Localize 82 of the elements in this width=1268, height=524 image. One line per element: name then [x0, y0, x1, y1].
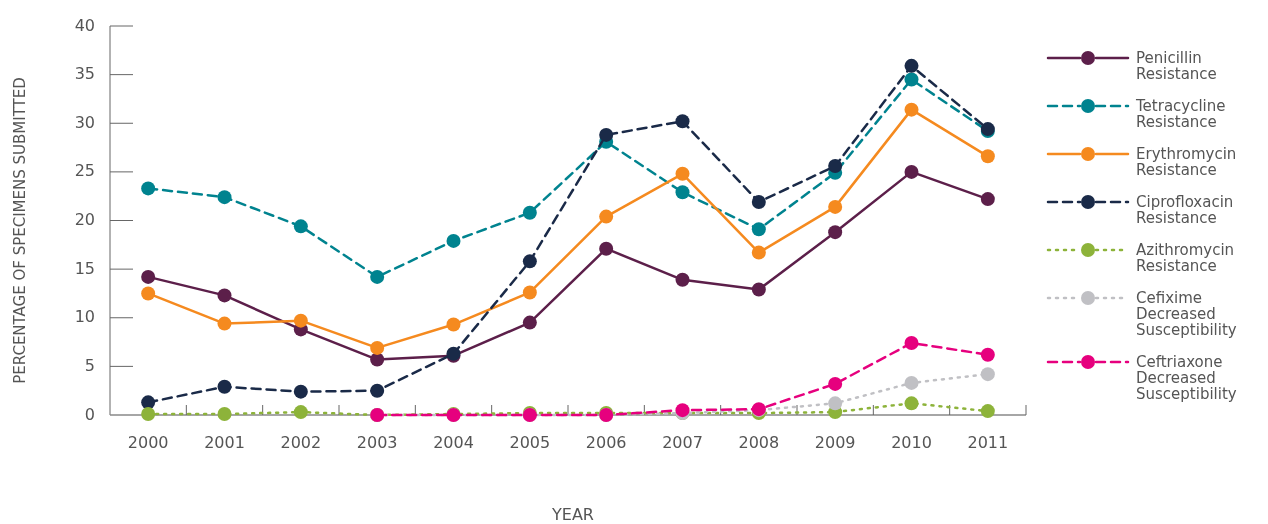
- x-tick-label: 2001: [204, 433, 245, 452]
- point: [904, 102, 919, 117]
- legend-label: Tetracycline Resistance: [1135, 97, 1226, 131]
- x-tick-label: 2010: [891, 433, 932, 452]
- y-tick-label: 30: [74, 112, 95, 132]
- y-tick-label: 35: [74, 64, 95, 84]
- point: [141, 269, 156, 284]
- point: [599, 209, 614, 224]
- point: [675, 114, 690, 129]
- point: [599, 241, 614, 256]
- point: [751, 245, 766, 260]
- point: [293, 384, 308, 399]
- point: [370, 383, 385, 398]
- x-tick-label: 2000: [127, 433, 169, 452]
- point: [217, 379, 232, 394]
- x-tick-label: 2003: [356, 433, 398, 452]
- point: [675, 272, 690, 287]
- point: [293, 219, 308, 234]
- y-tick-label: 0: [84, 404, 95, 424]
- point: [217, 316, 232, 331]
- point: [599, 127, 614, 142]
- point: [522, 205, 537, 220]
- y-tick-label: 40: [74, 15, 95, 35]
- point: [828, 376, 843, 391]
- x-tick-label: 2005: [509, 433, 551, 452]
- x-tick-label: 2004: [433, 433, 474, 452]
- x-tick-label: 2007: [662, 433, 703, 452]
- y-tick-label: 20: [74, 210, 95, 229]
- point: [828, 396, 843, 411]
- x-tick-label: 2002: [280, 433, 322, 452]
- point: [751, 282, 766, 297]
- point: [828, 159, 843, 174]
- point: [751, 222, 766, 237]
- point: [980, 367, 995, 382]
- point: [522, 254, 537, 269]
- point: [828, 225, 843, 240]
- legend-label: Penicillin Resistance: [1136, 49, 1217, 83]
- point: [828, 199, 843, 214]
- point: [217, 190, 232, 205]
- point: [217, 407, 232, 422]
- point: [675, 185, 690, 200]
- x-axis-title: YEAR: [551, 505, 594, 524]
- point: [370, 352, 385, 367]
- point: [980, 404, 995, 419]
- point: [904, 164, 919, 179]
- point: [370, 269, 385, 284]
- y-axis-title: PERCENTAGE OF SPECIMENS SUBMITTED: [11, 77, 29, 384]
- point: [904, 375, 919, 390]
- legend-label: Ceftriaxone Decreased Susceptibility: [1136, 353, 1237, 403]
- x-tick-label: 2011: [967, 433, 1009, 452]
- y-tick-label: 5: [84, 355, 95, 375]
- point: [141, 286, 156, 301]
- point: [980, 149, 995, 164]
- point: [217, 288, 232, 303]
- x-tick-label: 2009: [814, 433, 856, 452]
- x-tick-label: 2006: [585, 433, 627, 452]
- y-tick-label: 10: [74, 307, 95, 327]
- point: [904, 396, 919, 411]
- point: [293, 313, 308, 328]
- legend-label: Ciprofloxacin Resistance: [1136, 193, 1234, 227]
- point: [522, 285, 537, 300]
- point: [141, 181, 156, 196]
- point: [904, 336, 919, 351]
- legend-label: Cefixime Decreased Susceptibility: [1136, 289, 1237, 339]
- y-tick-label: 15: [74, 258, 95, 278]
- point: [141, 395, 156, 410]
- point: [904, 58, 919, 73]
- point: [293, 405, 308, 420]
- point: [751, 195, 766, 210]
- point: [904, 72, 919, 87]
- legend-label: Erythromycin Resistance: [1136, 145, 1237, 179]
- point: [141, 407, 156, 422]
- point: [980, 347, 995, 362]
- point: [522, 315, 537, 330]
- point: [446, 233, 461, 248]
- legend-label: Azithromycin Resistance: [1136, 241, 1235, 275]
- point: [980, 192, 995, 207]
- point: [370, 340, 385, 355]
- point: [675, 166, 690, 181]
- y-tick-label: 25: [74, 161, 95, 181]
- point: [446, 317, 461, 332]
- x-tick-label: 2008: [738, 433, 780, 452]
